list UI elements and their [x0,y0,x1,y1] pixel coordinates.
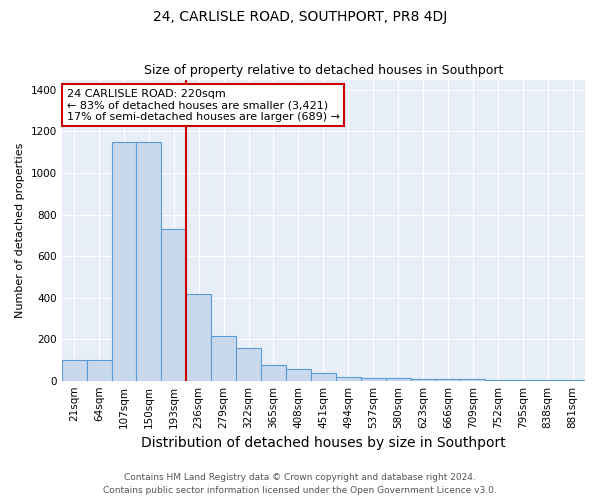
Title: Size of property relative to detached houses in Southport: Size of property relative to detached ho… [143,64,503,77]
Bar [361,378,386,380]
Bar [286,370,311,380]
Bar [436,378,460,380]
X-axis label: Distribution of detached houses by size in Southport: Distribution of detached houses by size … [141,436,506,450]
Bar [112,142,136,380]
Bar [211,336,236,380]
Text: 24, CARLISLE ROAD, SOUTHPORT, PR8 4DJ: 24, CARLISLE ROAD, SOUTHPORT, PR8 4DJ [153,10,447,24]
Bar [186,294,211,380]
Text: Contains HM Land Registry data © Crown copyright and database right 2024.
Contai: Contains HM Land Registry data © Crown c… [103,474,497,495]
Bar [86,360,112,380]
Bar [386,378,410,380]
Bar [161,229,186,380]
Bar [62,360,86,380]
Bar [311,374,336,380]
Bar [410,378,436,380]
Y-axis label: Number of detached properties: Number of detached properties [15,142,25,318]
Bar [261,365,286,380]
Bar [136,142,161,380]
Bar [236,348,261,380]
Bar [460,378,485,380]
Bar [336,376,361,380]
Text: 24 CARLISLE ROAD: 220sqm
← 83% of detached houses are smaller (3,421)
17% of sem: 24 CARLISLE ROAD: 220sqm ← 83% of detach… [67,88,340,122]
